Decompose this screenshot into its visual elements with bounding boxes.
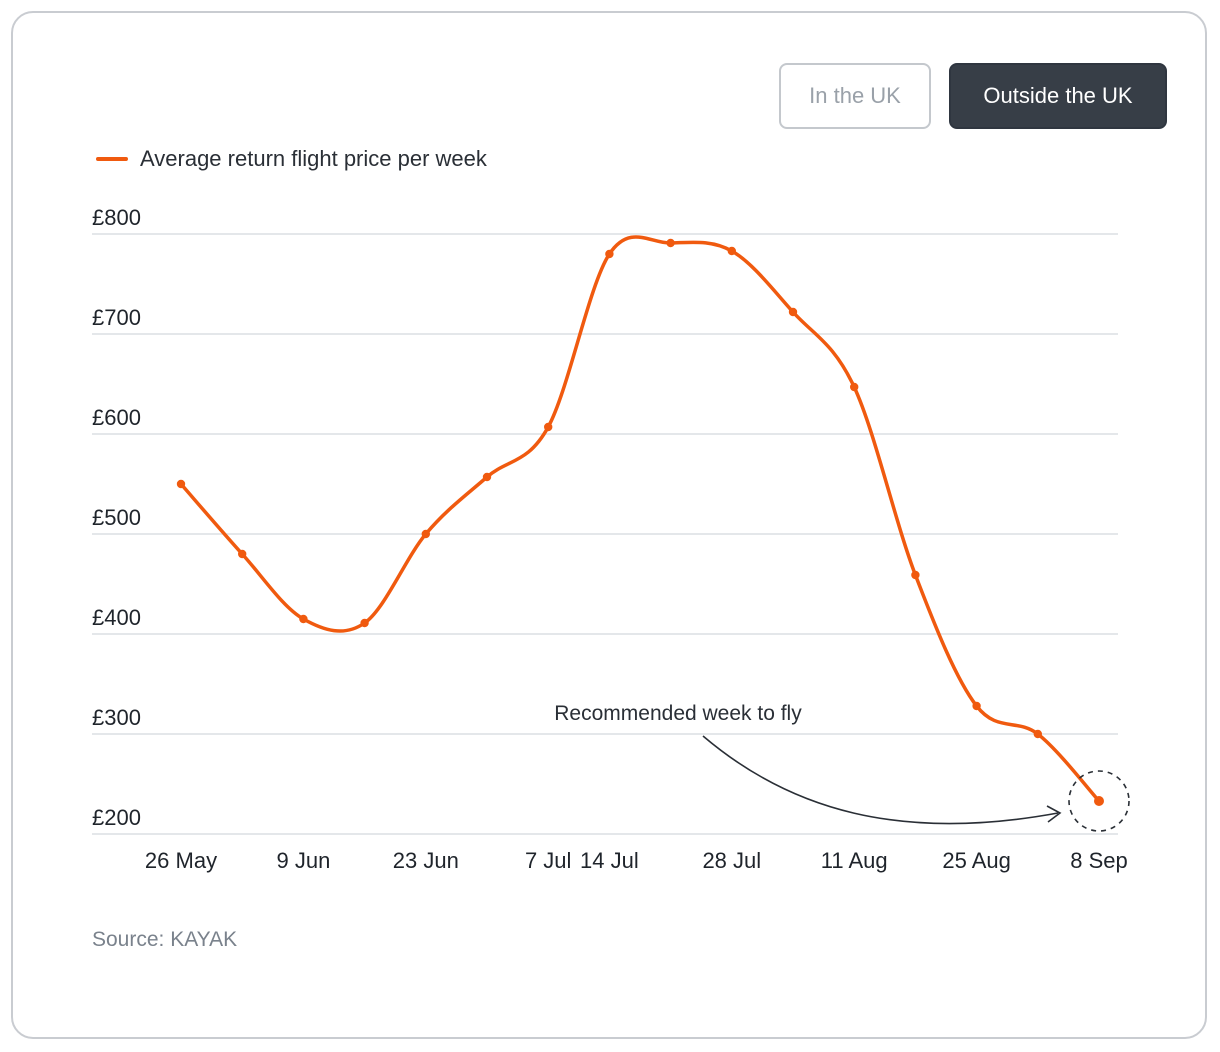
y-tick-label: £700 xyxy=(92,305,141,330)
data-point xyxy=(605,249,614,259)
annotation-arrow xyxy=(702,735,1059,825)
chart-legend: Average return flight price per week xyxy=(96,146,487,172)
annotation-arrowhead xyxy=(1046,805,1062,823)
data-point xyxy=(788,307,798,317)
highlight-circle xyxy=(1068,770,1130,832)
x-tick-label: 14 Jul xyxy=(580,848,639,873)
annotation: Recommended week to fly xyxy=(554,702,1130,832)
annotation-label: Recommended week to fly xyxy=(554,702,802,725)
data-point xyxy=(299,614,308,624)
x-tick-label: 28 Jul xyxy=(702,848,761,873)
region-toggle-group: In the UK Outside the UK xyxy=(779,63,1167,129)
x-tick-label: 26 May xyxy=(145,848,217,873)
in-the-uk-button[interactable]: In the UK xyxy=(779,63,931,129)
x-tick-label: 9 Jun xyxy=(276,848,330,873)
data-point xyxy=(727,246,736,256)
x-tick-label: 8 Sep xyxy=(1070,848,1128,873)
x-tick-label: 25 Aug xyxy=(942,848,1011,873)
x-tick-label: 11 Aug xyxy=(821,848,888,873)
y-tick-label: £600 xyxy=(92,405,141,430)
y-axis-labels: £800 £700 £600 £500 £400 £300 £200 xyxy=(92,205,141,830)
y-tick-label: £300 xyxy=(92,705,141,730)
data-points xyxy=(176,238,1104,806)
data-point xyxy=(1033,729,1043,739)
legend-label: Average return flight price per week xyxy=(140,146,487,171)
data-point xyxy=(482,472,492,482)
grid-layer xyxy=(92,233,1118,835)
outside-the-uk-button[interactable]: Outside the UK xyxy=(949,63,1167,129)
y-tick-label: £400 xyxy=(92,605,141,630)
data-point xyxy=(544,422,553,432)
x-tick-label: 23 Jun xyxy=(393,848,459,873)
y-tick-label: £800 xyxy=(92,205,141,230)
data-point xyxy=(360,618,369,628)
data-point xyxy=(972,701,981,711)
y-tick-label: £200 xyxy=(92,805,141,830)
y-tick-label: £500 xyxy=(92,505,141,530)
data-point xyxy=(911,570,920,580)
chart-card: In the UK Outside the UK xyxy=(11,11,1207,1039)
data-point xyxy=(1094,796,1104,806)
legend-line-swatch xyxy=(96,157,128,161)
source-note: Source: KAYAK xyxy=(92,928,238,951)
data-point xyxy=(176,479,186,489)
x-tick-label: 7 Jul xyxy=(525,848,571,873)
data-point xyxy=(238,549,247,559)
data-point xyxy=(421,529,430,539)
price-series-line xyxy=(179,235,1101,803)
x-axis-labels: 26 May 9 Jun 23 Jun 7 Jul 14 Jul 28 Jul 11 Aug… xyxy=(145,848,1128,873)
data-point xyxy=(666,238,675,248)
data-point xyxy=(850,382,859,392)
